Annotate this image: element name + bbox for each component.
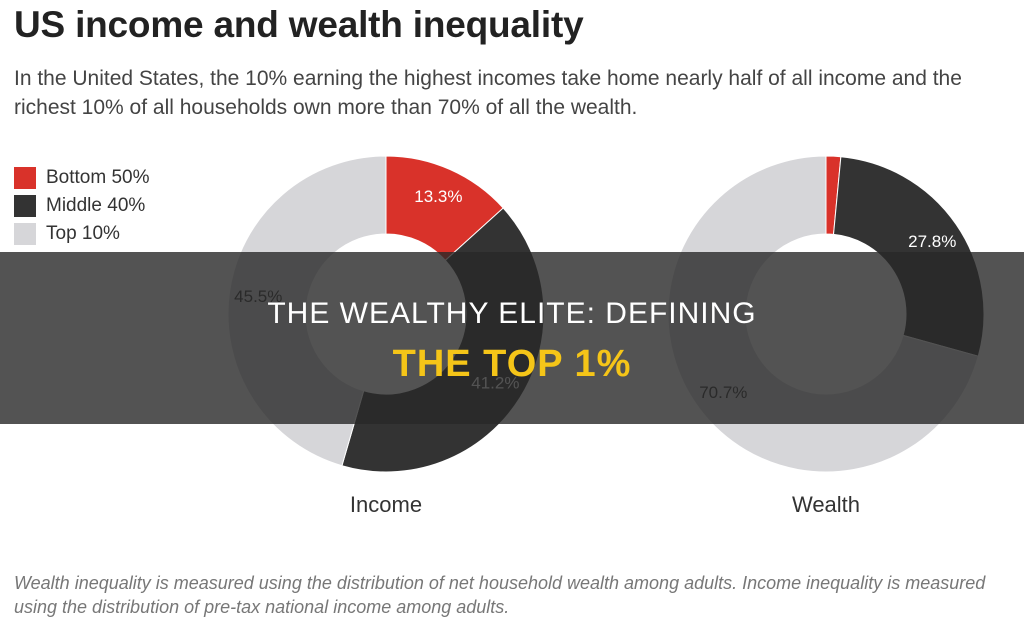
chart-subtitle: In the United States, the 10% earning th… — [14, 67, 962, 119]
legend-item-bottom-50: Bottom 50% — [14, 164, 150, 192]
chart-footnote: Wealth inequality is measured using the … — [14, 573, 986, 617]
wealth-chart-title: Wealth — [792, 492, 860, 517]
income-label-bottom-50: 13.3% — [414, 187, 462, 206]
banner-headline: THE WEALTHY ELITE: DEFINING — [267, 297, 757, 330]
legend-swatch-top-10 — [14, 223, 36, 245]
legend-swatch-middle-40 — [14, 195, 36, 217]
legend-label-middle-40: Middle 40% — [46, 195, 146, 216]
wealth-label-middle-40: 27.8% — [908, 232, 956, 251]
page-title: US income and wealth inequality — [14, 4, 584, 45]
title-banner-overlay — [0, 252, 1024, 424]
legend-label-top-10: Top 10% — [46, 223, 120, 244]
income-chart-title: Income — [350, 492, 422, 517]
legend-item-top-10: Top 10% — [14, 220, 150, 248]
legend-item-middle-40: Middle 40% — [14, 192, 150, 220]
legend-label-bottom-50: Bottom 50% — [46, 167, 150, 188]
legend-swatch-bottom-50 — [14, 167, 36, 189]
legend: Bottom 50% Middle 40% Top 10% — [14, 164, 150, 248]
banner-subheadline: THE TOP 1% — [392, 343, 632, 385]
